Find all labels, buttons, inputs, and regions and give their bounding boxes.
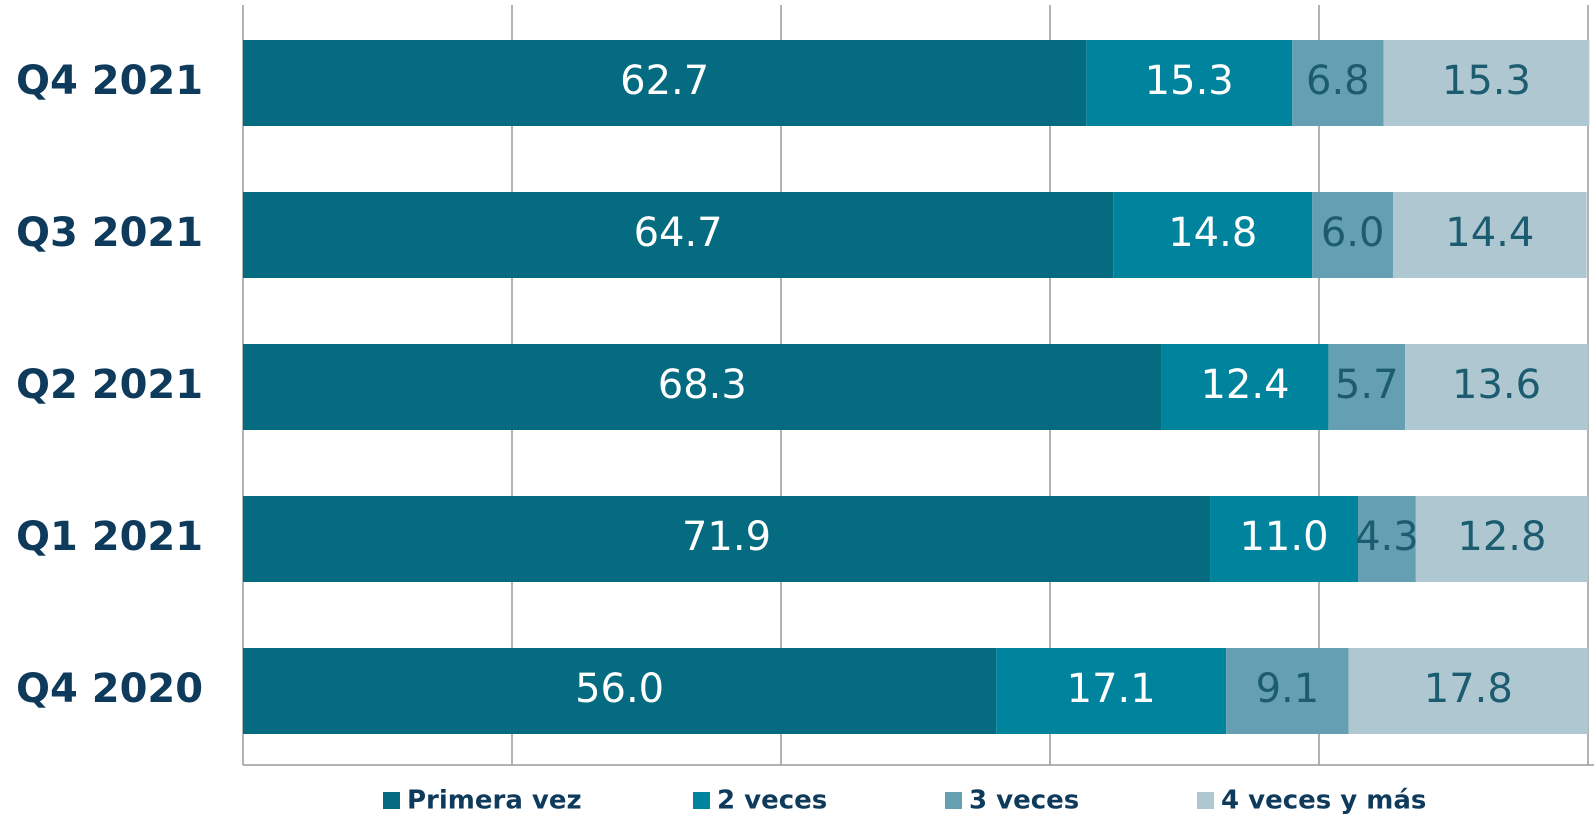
bar-segment: [1113, 192, 1313, 278]
legend-swatch: [693, 792, 710, 809]
bar-segment: [1086, 40, 1293, 126]
legend-swatch: [1197, 792, 1214, 809]
bar-segment: [1328, 344, 1406, 430]
data-label: 15.3: [1442, 58, 1531, 104]
data-label: 64.7: [634, 210, 723, 256]
data-label: 13.6: [1452, 362, 1541, 408]
data-label: 71.9: [682, 514, 771, 560]
bar-segment: [1226, 648, 1349, 734]
legend-label: 2 veces: [717, 786, 827, 816]
legend-swatch: [945, 792, 962, 809]
data-label: 15.3: [1145, 58, 1234, 104]
y-tick-label: Q2 2021: [16, 362, 203, 408]
bar-segment: [243, 40, 1087, 126]
data-label: 14.8: [1168, 210, 1257, 256]
legend-label: 3 veces: [969, 786, 1079, 816]
data-label: 4.3: [1355, 514, 1419, 560]
bar-segment: [1392, 192, 1587, 278]
data-label: 6.8: [1306, 58, 1370, 104]
data-label: 14.4: [1445, 210, 1534, 256]
legend-label: 4 veces y más: [1221, 786, 1426, 816]
data-label: 11.0: [1239, 514, 1328, 560]
data-label: 12.4: [1200, 362, 1289, 408]
bar-segment: [1405, 344, 1588, 430]
data-label: 56.0: [575, 666, 664, 712]
bar-segment: [1210, 496, 1359, 582]
data-label: 17.8: [1424, 666, 1513, 712]
bar-segment: [1312, 192, 1393, 278]
bar-segment: [1415, 496, 1588, 582]
bar-segment: [243, 648, 997, 734]
y-tick-label: Q1 2021: [16, 514, 203, 560]
bar-segment: [243, 192, 1114, 278]
data-label: 6.0: [1321, 210, 1385, 256]
y-tick-label: Q4 2020: [16, 666, 203, 712]
y-tick-label: Q3 2021: [16, 210, 203, 256]
data-label: 5.7: [1335, 362, 1399, 408]
data-label: 17.1: [1067, 666, 1156, 712]
bar-segment: [243, 344, 1162, 430]
bar-segment: [1383, 40, 1590, 126]
bar-segment: [243, 496, 1211, 582]
data-label: 62.7: [620, 58, 709, 104]
bar-segment: [1161, 344, 1329, 430]
bar-segment: [1358, 496, 1416, 582]
data-label: 68.3: [658, 362, 747, 408]
bar-segment: [996, 648, 1227, 734]
data-label: 9.1: [1256, 666, 1320, 712]
legend-swatch: [383, 792, 400, 809]
bar-segment: [1292, 40, 1384, 126]
y-tick-label: Q4 2021: [16, 58, 203, 104]
legend-label: Primera vez: [407, 786, 582, 816]
bar-segment: [1348, 648, 1588, 734]
data-label: 12.8: [1457, 514, 1546, 560]
